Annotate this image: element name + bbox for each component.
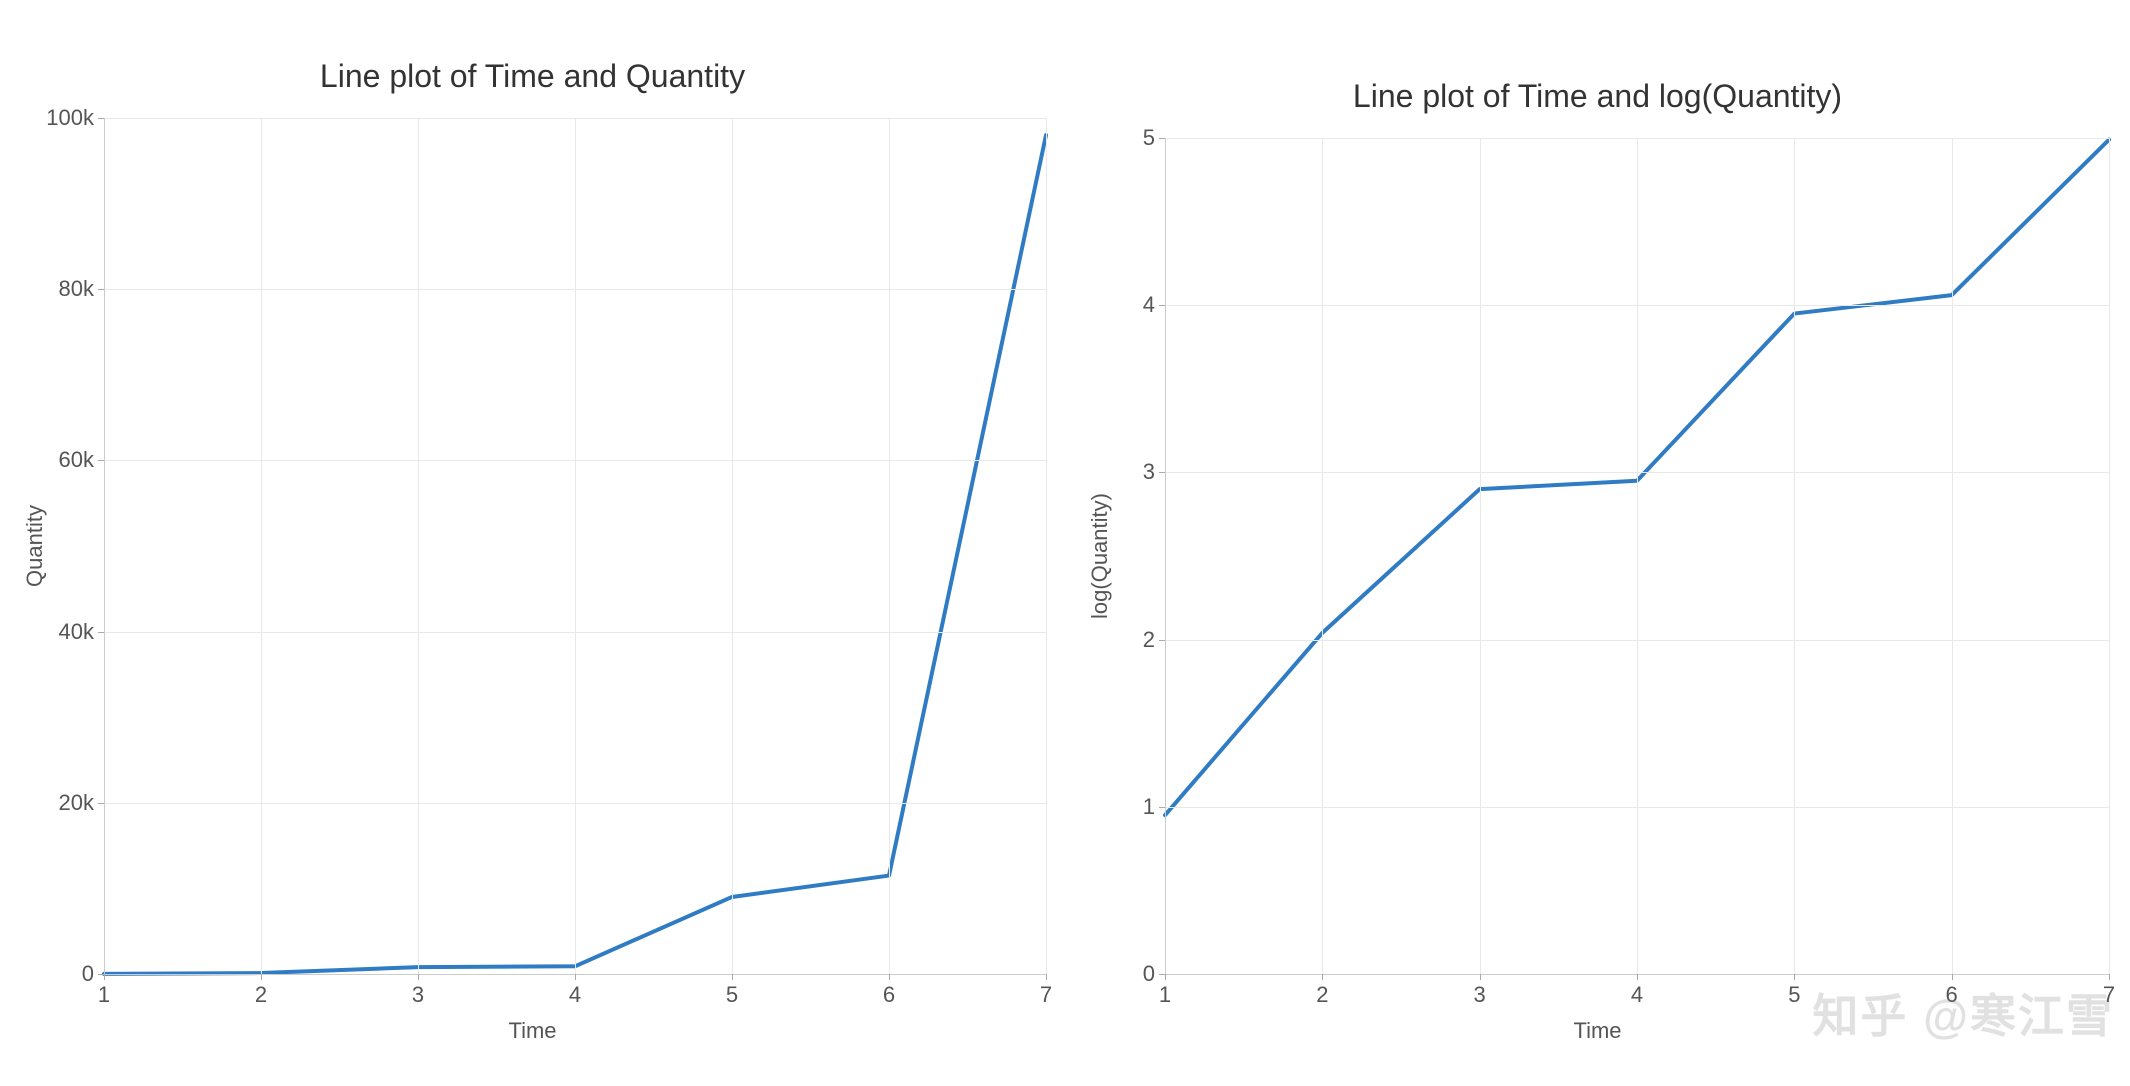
right-x-tick-label: 3 — [1474, 982, 1486, 1008]
left-chart-title: Line plot of Time and Quantity — [320, 58, 745, 95]
left-x-tick-label: 5 — [726, 982, 738, 1008]
grid-line-vertical — [418, 118, 419, 974]
right-y-tick-label: 5 — [1075, 125, 1155, 151]
right-y-axis-label: log(Quantity) — [1087, 493, 1113, 619]
y-tick-mark — [98, 460, 104, 461]
x-tick-mark — [1322, 974, 1323, 980]
x-tick-mark — [1165, 974, 1166, 980]
x-tick-mark — [889, 974, 890, 980]
x-tick-mark — [418, 974, 419, 980]
y-tick-mark — [98, 289, 104, 290]
grid-line-vertical — [1794, 138, 1795, 974]
right-chart-panel: Line plot of Time and log(Quantity) log(… — [1065, 0, 2130, 1086]
right-x-tick-label: 5 — [1788, 982, 1800, 1008]
right-y-tick-label: 3 — [1075, 459, 1155, 485]
right-y-tick-label: 4 — [1075, 292, 1155, 318]
left-y-tick-label: 80k — [14, 276, 94, 302]
left-x-tick-label: 3 — [412, 982, 424, 1008]
grid-line-vertical — [2109, 138, 2110, 974]
left-x-tick-label: 4 — [569, 982, 581, 1008]
x-tick-mark — [1794, 974, 1795, 980]
right-y-tick-label: 0 — [1075, 961, 1155, 987]
x-tick-mark — [1046, 974, 1047, 980]
x-tick-mark — [104, 974, 105, 980]
x-tick-mark — [575, 974, 576, 980]
y-axis-line — [1165, 138, 1166, 974]
left-y-axis-label: Quantity — [22, 505, 48, 587]
right-y-tick-label: 1 — [1075, 794, 1155, 820]
left-chart-panel: Line plot of Time and Quantity Quantity … — [0, 0, 1065, 1086]
right-plot-area — [1165, 138, 2109, 974]
right-x-tick-label: 4 — [1631, 982, 1643, 1008]
left-x-axis-label: Time — [508, 1018, 556, 1044]
right-x-tick-label: 2 — [1316, 982, 1328, 1008]
left-x-tick-label: 2 — [255, 982, 267, 1008]
left-x-tick-label: 6 — [883, 982, 895, 1008]
grid-line-vertical — [1637, 138, 1638, 974]
grid-line-vertical — [889, 118, 890, 974]
left-y-tick-label: 40k — [14, 619, 94, 645]
y-tick-mark — [98, 632, 104, 633]
right-x-tick-label: 1 — [1159, 982, 1171, 1008]
y-tick-mark — [98, 803, 104, 804]
right-chart-title: Line plot of Time and log(Quantity) — [1353, 78, 1842, 115]
x-tick-mark — [1480, 974, 1481, 980]
y-tick-mark — [1159, 138, 1165, 139]
left-x-tick-label: 1 — [98, 982, 110, 1008]
right-x-axis-label: Time — [1573, 1018, 1621, 1044]
grid-line-vertical — [261, 118, 262, 974]
left-plot-area — [104, 118, 1046, 974]
y-tick-mark — [1159, 807, 1165, 808]
x-tick-mark — [1637, 974, 1638, 980]
left-y-tick-label: 0 — [14, 961, 94, 987]
grid-line-vertical — [1046, 118, 1047, 974]
y-tick-mark — [98, 118, 104, 119]
y-tick-mark — [1159, 472, 1165, 473]
grid-line-vertical — [575, 118, 576, 974]
left-x-tick-label: 7 — [1040, 982, 1052, 1008]
grid-line-vertical — [1322, 138, 1323, 974]
y-tick-mark — [1159, 305, 1165, 306]
grid-line-vertical — [732, 118, 733, 974]
charts-container: Line plot of Time and Quantity Quantity … — [0, 0, 2130, 1086]
x-tick-mark — [732, 974, 733, 980]
left-y-tick-label: 60k — [14, 447, 94, 473]
grid-line-vertical — [1480, 138, 1481, 974]
y-axis-line — [104, 118, 105, 974]
y-tick-mark — [1159, 640, 1165, 641]
watermark-text: 知乎 @寒江雪 — [1812, 980, 2114, 1046]
left-y-tick-label: 20k — [14, 790, 94, 816]
right-y-tick-label: 2 — [1075, 627, 1155, 653]
left-y-tick-label: 100k — [14, 105, 94, 131]
x-tick-mark — [261, 974, 262, 980]
grid-line-vertical — [1952, 138, 1953, 974]
